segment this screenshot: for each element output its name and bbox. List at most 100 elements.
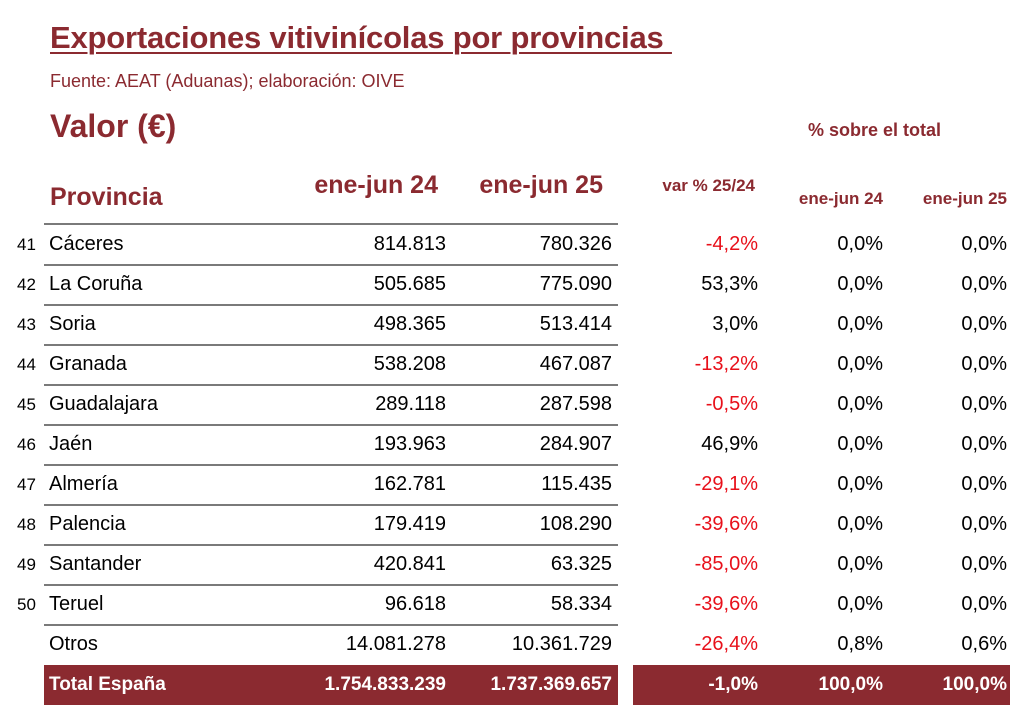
table-row: 41 Cáceres 814.813 780.326 -4,2% 0,0% 0,0%	[0, 225, 1024, 265]
variation: -26,4%	[694, 633, 758, 655]
total-row-background-right	[633, 665, 1010, 705]
variation: 46,9%	[701, 433, 758, 455]
province-name: Jaén	[49, 433, 93, 455]
row-separator	[44, 304, 618, 306]
rank-number: 46	[17, 435, 36, 454]
province-name: Cáceres	[49, 233, 124, 255]
value-24: 289.118	[375, 393, 446, 415]
column-header-variation: var % 25/24	[662, 176, 755, 195]
rank-number: 43	[17, 315, 36, 334]
share-24: 0,0%	[837, 553, 883, 575]
share-25: 0,0%	[961, 553, 1007, 575]
share-group-label: % sobre el total	[808, 120, 942, 140]
share-24: 0,0%	[837, 353, 883, 375]
value-25: 513.414	[539, 313, 612, 335]
share-25: 0,0%	[961, 513, 1007, 535]
variation: -13,2%	[694, 353, 758, 375]
row-separator	[44, 464, 618, 466]
value-24: 420.841	[373, 553, 446, 575]
column-header-period-24: ene-jun 24	[314, 171, 438, 199]
table-row: 50 Teruel 96.618 58.334 -39,6% 0,0% 0,0%	[0, 585, 1024, 625]
share-24: 0,0%	[837, 473, 883, 495]
share-25: 0,0%	[961, 433, 1007, 455]
rank-number: 42	[17, 275, 36, 294]
value-25: 287.598	[539, 393, 612, 415]
province-name: Santander	[49, 553, 142, 575]
variation: 53,3%	[701, 273, 758, 295]
value-25: 63.325	[550, 553, 612, 575]
province-name: Granada	[49, 353, 127, 375]
share-24: 0,0%	[837, 393, 883, 415]
table-row: Otros 14.081.278 10.361.729 -26,4% 0,8% 0,6%	[0, 625, 1024, 665]
measure-heading: Valor (€)	[50, 108, 177, 144]
row-separator	[44, 624, 618, 626]
share-25: 0,6%	[961, 633, 1007, 655]
total-row-background-left	[44, 665, 618, 705]
rank-number: 50	[17, 595, 36, 614]
table-row: 49 Santander 420.841 63.325 -85,0% 0,0% 0,0%	[0, 545, 1024, 585]
province-name: Guadalajara	[49, 393, 158, 415]
variation: -85,0%	[694, 553, 758, 575]
row-separator	[44, 584, 618, 586]
table-row: 46 Jaén 193.963 284.907 46,9% 0,0% 0,0%	[0, 425, 1024, 465]
value-25: 58.334	[550, 593, 612, 615]
share-25: 0,0%	[961, 353, 1007, 375]
value-24: 162.781	[373, 473, 446, 495]
total-value-25: 1.737.369.657	[490, 674, 612, 695]
share-25: 0,0%	[961, 393, 1007, 415]
column-header-period-25: ene-jun 25	[479, 171, 603, 199]
variation: -39,6%	[694, 513, 758, 535]
rank-number: 48	[17, 515, 36, 534]
value-25: 467.087	[539, 353, 612, 375]
total-label: Total España	[49, 674, 166, 695]
province-name: Soria	[49, 313, 96, 335]
rank-number: 41	[17, 235, 36, 254]
province-name: Otros	[49, 633, 98, 655]
rank-number: 47	[17, 475, 36, 494]
share-24: 0,0%	[837, 513, 883, 535]
share-25: 0,0%	[961, 233, 1007, 255]
share-25: 0,0%	[961, 593, 1007, 615]
table-row: 43 Soria 498.365 513.414 3,0% 0,0% 0,0%	[0, 305, 1024, 345]
table-row: 42 La Coruña 505.685 775.090 53,3% 0,0% 0,0%	[0, 265, 1024, 305]
value-24: 505.685	[373, 273, 446, 295]
row-separator	[44, 384, 618, 386]
table-row: 47 Almería 162.781 115.435 -29,1% 0,0% 0,0%	[0, 465, 1024, 505]
value-25: 108.290	[539, 513, 612, 535]
province-name: Palencia	[49, 513, 126, 535]
variation: -4,2%	[705, 233, 758, 255]
row-separator	[44, 544, 618, 546]
value-25: 775.090	[539, 273, 612, 295]
province-name: Almería	[49, 473, 118, 495]
value-24: 96.618	[384, 593, 446, 615]
total-share-25: 100,0%	[942, 674, 1007, 695]
variation: -29,1%	[694, 473, 758, 495]
column-header-share-25: ene-jun 25	[922, 189, 1007, 208]
total-share-24: 100,0%	[818, 674, 883, 695]
value-25: 115.435	[541, 473, 612, 495]
value-24: 814.813	[373, 233, 446, 255]
share-24: 0,0%	[837, 433, 883, 455]
value-25: 284.907	[539, 433, 612, 455]
variation: -39,6%	[694, 593, 758, 615]
variation: -0,5%	[705, 393, 758, 415]
share-24: 0,0%	[837, 593, 883, 615]
rank-number: 49	[17, 555, 36, 574]
share-25: 0,0%	[961, 313, 1007, 335]
table-row: 45 Guadalajara 289.118 287.598 -0,5% 0,0% 0,0%	[0, 385, 1024, 425]
value-24: 179.419	[373, 513, 446, 535]
header-rule	[44, 223, 618, 225]
total-value-24: 1.754.833.239	[324, 674, 446, 695]
value-24: 538.208	[373, 353, 446, 375]
share-24: 0,0%	[837, 273, 883, 295]
report-title: Exportaciones vitivinícolas por provinci…	[50, 20, 672, 55]
rank-number: 44	[17, 355, 36, 374]
share-24: 0,0%	[837, 313, 883, 335]
table-row: 44 Granada 538.208 467.087 -13,2% 0,0% 0,0%	[0, 345, 1024, 385]
table-row: 48 Palencia 179.419 108.290 -39,6% 0,0% 0,0%	[0, 505, 1024, 545]
share-24: 0,8%	[837, 633, 883, 655]
share-24: 0,0%	[837, 233, 883, 255]
row-separator	[44, 424, 618, 426]
value-25: 780.326	[539, 233, 612, 255]
total-row: Total España 1.754.833.239 1.737.369.657…	[0, 665, 1024, 705]
